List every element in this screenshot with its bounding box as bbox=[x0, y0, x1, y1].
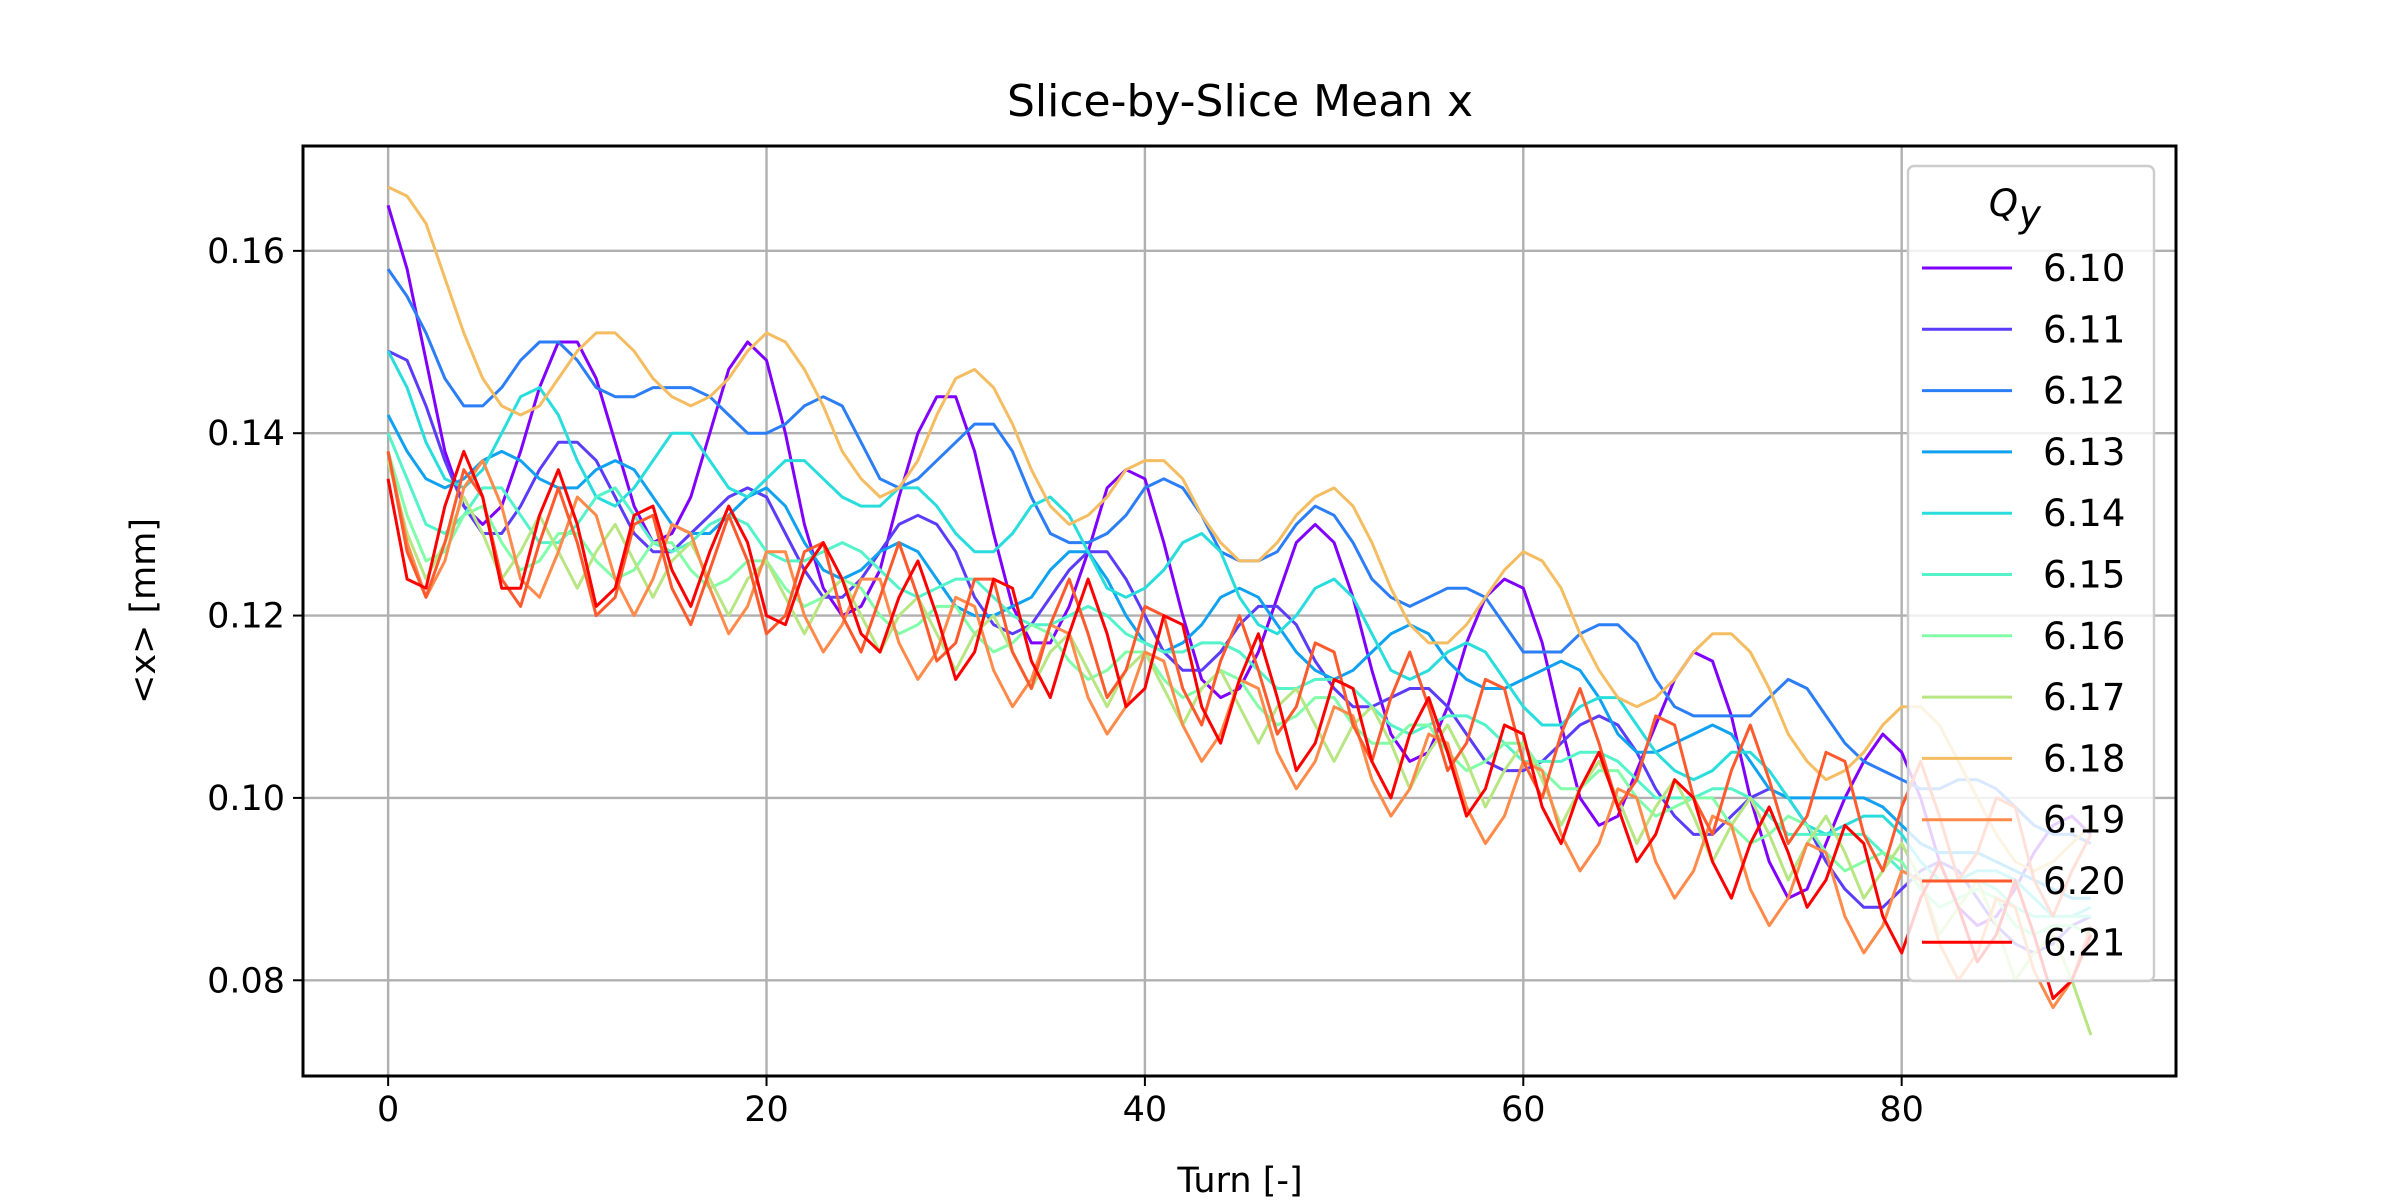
x-axis-label: Turn [-] bbox=[1176, 1161, 1302, 1200]
x-tick-label: 40 bbox=[1123, 1090, 1168, 1130]
chart-title: Slice-by-Slice Mean x bbox=[1007, 76, 1473, 127]
legend-items: 6.10 6.11 6.12 6.13 6.14 6.15 6.16 6.17 6.18 6.19… bbox=[1922, 247, 2125, 964]
legend-label: 6.13 bbox=[2043, 431, 2125, 474]
legend-label: 6.15 bbox=[2043, 554, 2125, 597]
y-tick-label: 0.12 bbox=[207, 597, 285, 637]
grid-lines bbox=[303, 146, 2176, 1076]
legend-label: 6.17 bbox=[2043, 676, 2125, 719]
y-tick-label: 0.16 bbox=[207, 232, 285, 272]
legend: Q y 6.10 6.11 6.12 6.13 6.14 6.15 6.16 6.17 6.18… bbox=[1906, 164, 2156, 983]
series-line-6-21 bbox=[386, 449, 2093, 1000]
legend-label: 6.12 bbox=[2043, 370, 2125, 413]
legend-label: 6.10 bbox=[2043, 247, 2125, 290]
x-tick-label: 60 bbox=[1501, 1090, 1546, 1130]
series-line-6-15 bbox=[386, 432, 2091, 918]
y-tick-label: 0.14 bbox=[207, 414, 285, 454]
series-line-6-20 bbox=[386, 451, 2093, 918]
legend-label: 6.18 bbox=[2043, 737, 2125, 780]
x-tick-label: 20 bbox=[744, 1090, 789, 1130]
series-line-6-13 bbox=[386, 414, 2091, 900]
x-tick-label: 0 bbox=[377, 1090, 399, 1130]
x-axis: 0 20 40 60 80 bbox=[377, 1076, 1924, 1130]
legend-box bbox=[1906, 164, 2156, 983]
y-tick-label: 0.10 bbox=[207, 779, 285, 819]
series-line-6-10 bbox=[386, 204, 2092, 928]
y-axis: 0.08 0.10 0.12 0.14 0.16 bbox=[207, 232, 303, 1001]
legend-title: Q bbox=[1989, 182, 2018, 225]
y-axis-label: <x> [mm] bbox=[124, 518, 164, 704]
legend-label: 6.11 bbox=[2043, 308, 2125, 351]
plot-lines bbox=[386, 185, 2093, 1036]
legend-label: 6.20 bbox=[2043, 860, 2125, 903]
legend-title-subscript: y bbox=[2018, 193, 2042, 236]
legend-label: 6.14 bbox=[2043, 492, 2125, 535]
x-tick-label: 80 bbox=[1879, 1090, 1924, 1130]
legend-label: 6.19 bbox=[2043, 799, 2125, 842]
legend-label: 6.16 bbox=[2043, 615, 2125, 658]
y-tick-label: 0.08 bbox=[207, 961, 285, 1001]
series-line-6-17 bbox=[386, 460, 2093, 1036]
plot-frame bbox=[301, 144, 2178, 1078]
legend-label: 6.21 bbox=[2043, 921, 2125, 964]
series-line-6-18 bbox=[387, 185, 2092, 873]
